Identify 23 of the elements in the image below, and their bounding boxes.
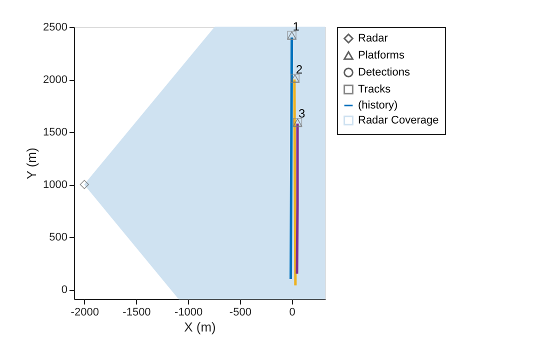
y-tick-label: 2000 [43, 74, 68, 86]
x-tick-label: -1500 [122, 306, 151, 318]
annotation: 3 [298, 106, 306, 121]
legend-label: Detections [358, 66, 410, 78]
y-tick-label: 1500 [43, 126, 68, 139]
annotation: 1 [292, 19, 300, 34]
x-tick-label: 0 [289, 306, 296, 318]
legend-label: Radar Coverage [358, 114, 439, 126]
y-axis-title: Y (m) [24, 148, 40, 180]
point [80, 180, 89, 190]
legend-label: Platforms [358, 50, 405, 62]
legend-label: Tracks [358, 84, 392, 96]
y-tick-label: 1000 [43, 179, 68, 192]
y-tick-label: 0 [61, 284, 68, 296]
x-tick-label: -1000 [174, 306, 203, 318]
legend-label: Radar [358, 32, 388, 44]
y-tick-label: 500 [49, 232, 68, 244]
legend-label: (history) [358, 100, 398, 112]
x-tick-label: -500 [229, 306, 252, 318]
x-axis-title: X (m) [184, 320, 216, 334]
annotation: 2 [296, 62, 303, 76]
y-tick-label: 2500 [43, 22, 68, 34]
x-tick-label: -2000 [70, 306, 99, 318]
